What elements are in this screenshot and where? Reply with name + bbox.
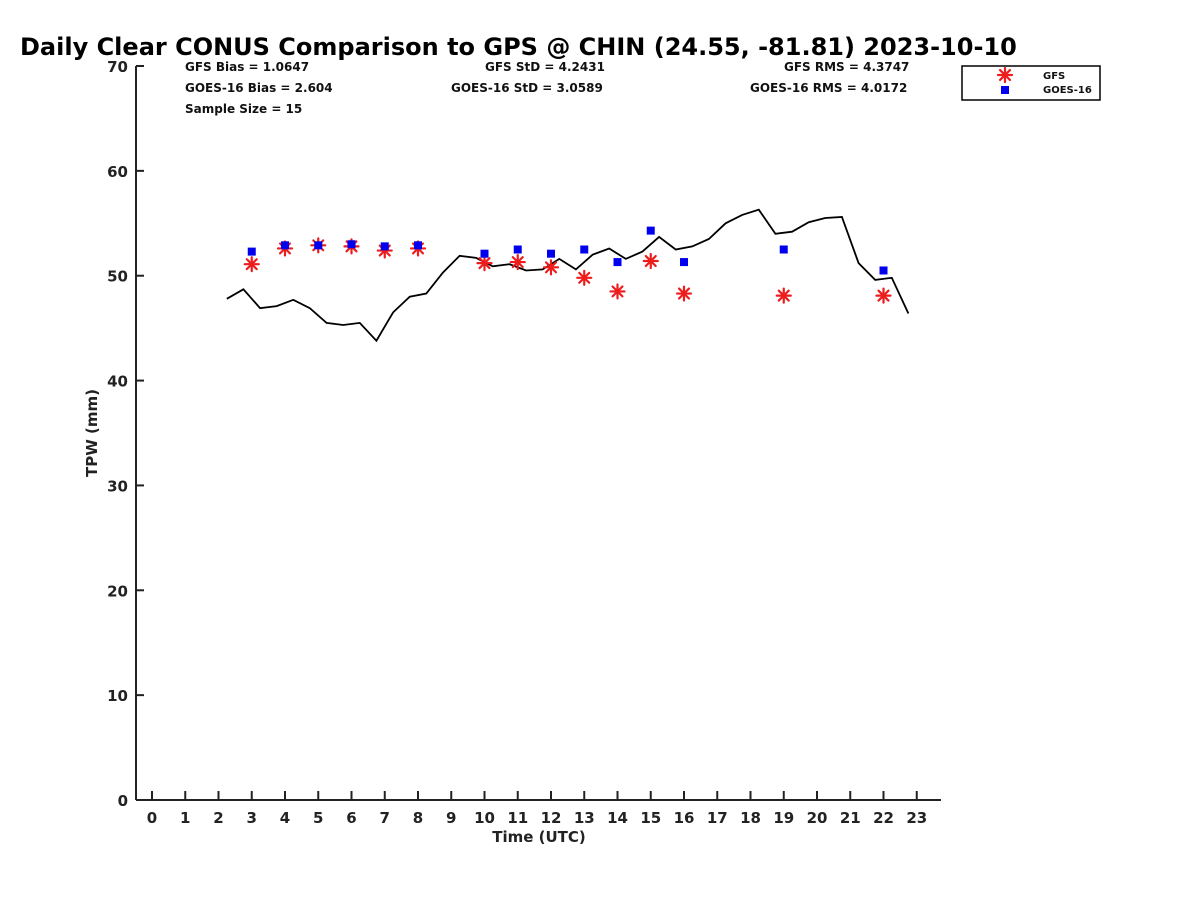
gfs-point — [609, 283, 626, 300]
x-tick-label: 5 — [313, 809, 323, 827]
gfs-bias-stat: GFS Bias = 1.0647 — [185, 60, 309, 74]
x-tick-label: 23 — [906, 809, 927, 827]
gps-line-series — [226, 208, 910, 343]
x-tick-label: 19 — [773, 809, 794, 827]
goes-point — [480, 249, 489, 258]
x-tick-label: 1 — [180, 809, 190, 827]
sample-size-stat: Sample Size = 15 — [185, 102, 302, 116]
goes-point — [247, 247, 256, 256]
gfs-std-stat: GFS StD = 4.2431 — [485, 60, 605, 74]
x-tick-label: 12 — [541, 809, 562, 827]
goes-point — [879, 266, 888, 275]
x-axis-label: Time (UTC) — [492, 828, 586, 846]
legend-gfs-asterisk — [996, 66, 1014, 84]
x-tick-label: 0 — [147, 809, 157, 827]
x-tick-label: 8 — [413, 809, 423, 827]
y-axis-label: TPW (mm) — [83, 389, 101, 477]
x-tick-label: 13 — [574, 809, 595, 827]
legend-gfs-label: GFS — [1043, 71, 1065, 82]
x-tick-label: 16 — [674, 809, 695, 827]
goes-std-stat: GOES-16 StD = 3.0589 — [451, 81, 603, 95]
x-tick-label: 22 — [873, 809, 894, 827]
y-tick-label: 30 — [107, 477, 128, 495]
goes-rms-stat: GOES-16 RMS = 4.0172 — [750, 81, 907, 95]
x-tick-label: 18 — [740, 809, 761, 827]
x-tick-label: 21 — [840, 809, 861, 827]
x-tick-label: 14 — [607, 809, 628, 827]
x-tick-label: 17 — [707, 809, 728, 827]
gfs-point — [509, 253, 526, 271]
goes-point — [680, 258, 688, 267]
x-tick-label: 2 — [213, 809, 223, 827]
legend-goes-marker — [1001, 86, 1009, 94]
goes-point — [580, 245, 589, 254]
goes-point — [646, 226, 655, 235]
goes-point — [547, 249, 555, 258]
x-tick-label: 11 — [507, 809, 528, 827]
goes-point — [347, 240, 356, 249]
goes-bias-stat: GOES-16 Bias = 2.604 — [185, 81, 333, 95]
gfs-point — [476, 255, 493, 272]
gfs-point — [642, 252, 659, 270]
goes-point — [513, 245, 522, 254]
chart-title: Daily Clear CONUS Comparison to GPS @ CH… — [20, 33, 1017, 61]
goes-point — [281, 241, 289, 250]
legend-box — [961, 65, 1101, 101]
y-tick-label: 70 — [107, 58, 128, 76]
y-tick-label: 60 — [107, 163, 128, 181]
x-tick-label: 6 — [346, 809, 356, 827]
x-tick-label: 7 — [380, 809, 390, 827]
y-tick-label: 0 — [118, 792, 128, 810]
legend-goes-label: GOES-16 — [1043, 85, 1092, 96]
x-tick-label: 10 — [474, 809, 495, 827]
legend: GFS GOES-16 — [961, 65, 1101, 101]
goes-point — [414, 241, 422, 250]
gfs-point — [775, 287, 792, 304]
gfs-point — [243, 256, 260, 273]
gps-line-path — [226, 208, 910, 343]
goes-point — [613, 258, 622, 267]
x-tick-label: 9 — [446, 809, 456, 827]
x-tick-label: 20 — [807, 809, 828, 827]
gfs-point — [576, 269, 593, 286]
goes-series — [247, 226, 888, 275]
gfs-point — [675, 285, 693, 302]
x-tick-label: 4 — [280, 809, 290, 827]
gfs-point — [875, 287, 892, 304]
y-tick-label: 40 — [107, 373, 128, 391]
gfs-point — [542, 259, 560, 276]
x-tick-label: 15 — [640, 809, 661, 827]
gfs-rms-stat: GFS RMS = 4.3747 — [784, 60, 909, 74]
x-tick-label: 3 — [247, 809, 257, 827]
y-tick-label: 10 — [107, 687, 128, 705]
gfs-series — [243, 237, 892, 304]
y-tick-label: 20 — [107, 582, 128, 600]
y-tick-label: 50 — [107, 268, 128, 286]
legend-gfs-marker — [996, 66, 1014, 84]
goes-point — [380, 242, 389, 251]
goes-point — [314, 241, 323, 250]
goes-point — [779, 245, 788, 254]
legend-goes-square — [1001, 86, 1009, 94]
